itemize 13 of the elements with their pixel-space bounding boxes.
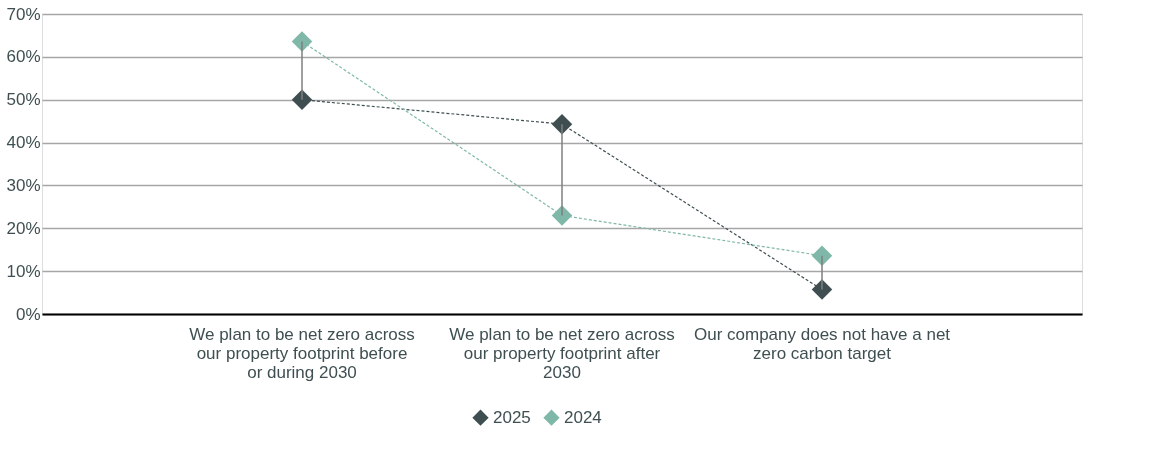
- y-tick-label: 0%: [15, 304, 41, 324]
- x-tick-label: We plan to be net zero across our property footprint after 2030: [449, 324, 675, 382]
- y-tick-label: 30%: [6, 175, 41, 195]
- x-tick-label: Our company does not have a net zero carbon target: [693, 324, 951, 363]
- y-tick-label: 50%: [6, 90, 41, 110]
- legend-label: 2024: [564, 407, 602, 427]
- legend-label: 2025: [493, 407, 531, 427]
- y-tick-label: 20%: [6, 218, 41, 238]
- y-tick-label: 60%: [6, 47, 41, 67]
- x-tick-label: We plan to be net zero across our property footprint before or during 2030: [189, 324, 415, 382]
- y-tick-label: 10%: [6, 261, 41, 281]
- y-tick-label: 70%: [6, 4, 41, 24]
- y-tick-label: 40%: [6, 133, 41, 153]
